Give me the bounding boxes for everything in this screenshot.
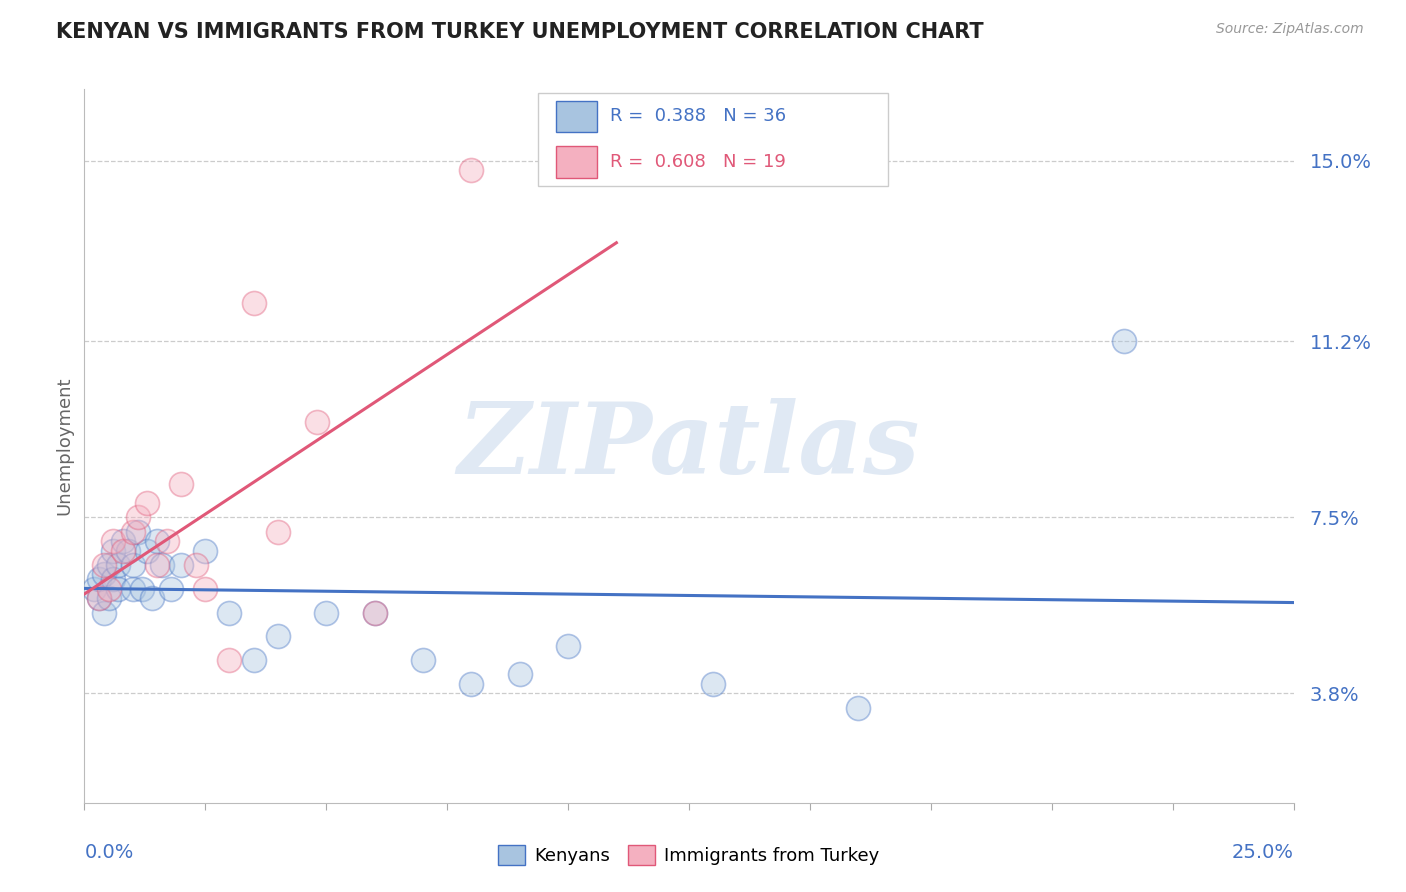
Point [127,524,149,539]
Point [194,543,217,558]
Point [107,582,129,596]
Point [83,582,105,596]
Point [136,496,159,510]
Point [103,543,125,558]
Text: 25.0%: 25.0% [1232,843,1294,862]
Text: R =  0.388   N = 36: R = 0.388 N = 36 [610,107,786,125]
Point [160,582,183,596]
Point [170,477,193,491]
Point [121,524,143,539]
Text: 0.0%: 0.0% [84,843,134,862]
Point [460,163,482,178]
Point [97,582,120,596]
Point [702,677,724,691]
Point [103,572,125,586]
Point [87,591,110,606]
FancyBboxPatch shape [538,93,889,186]
FancyBboxPatch shape [555,146,598,178]
Text: Source: ZipAtlas.com: Source: ZipAtlas.com [1216,22,1364,37]
Point [136,543,159,558]
Point [141,591,163,606]
Point [146,534,169,549]
Point [242,296,264,310]
Point [117,543,139,558]
Point [363,606,385,620]
Point [305,415,328,429]
Point [93,567,115,582]
Point [131,582,153,596]
Point [194,582,217,596]
Point [93,606,115,620]
Point [87,572,110,586]
Point [218,653,240,667]
Text: R =  0.608   N = 19: R = 0.608 N = 19 [610,153,786,171]
Point [267,629,290,643]
Point [460,677,482,691]
Point [184,558,207,572]
Point [87,591,110,606]
Text: KENYAN VS IMMIGRANTS FROM TURKEY UNEMPLOYMENT CORRELATION CHART: KENYAN VS IMMIGRANTS FROM TURKEY UNEMPLO… [56,22,984,42]
Point [315,606,337,620]
Point [121,582,143,596]
Point [155,534,177,549]
Point [112,543,135,558]
Point [170,558,193,572]
Point [121,558,143,572]
Point [127,510,149,524]
Point [107,558,129,572]
Point [93,558,115,572]
Point [146,558,169,572]
Point [97,558,120,572]
Text: ZIPatlas: ZIPatlas [458,398,920,494]
Point [218,606,240,620]
Point [363,606,385,620]
Point [150,558,173,572]
FancyBboxPatch shape [555,101,598,132]
Point [412,653,434,667]
Point [97,591,120,606]
Point [1114,334,1136,349]
Y-axis label: Unemployment: Unemployment [55,376,73,516]
Point [242,653,264,667]
Point [557,639,579,653]
Legend: Kenyans, Immigrants from Turkey: Kenyans, Immigrants from Turkey [491,838,887,872]
Point [846,700,869,714]
Point [267,524,290,539]
Point [112,534,135,549]
Point [509,667,531,681]
Point [103,534,125,549]
